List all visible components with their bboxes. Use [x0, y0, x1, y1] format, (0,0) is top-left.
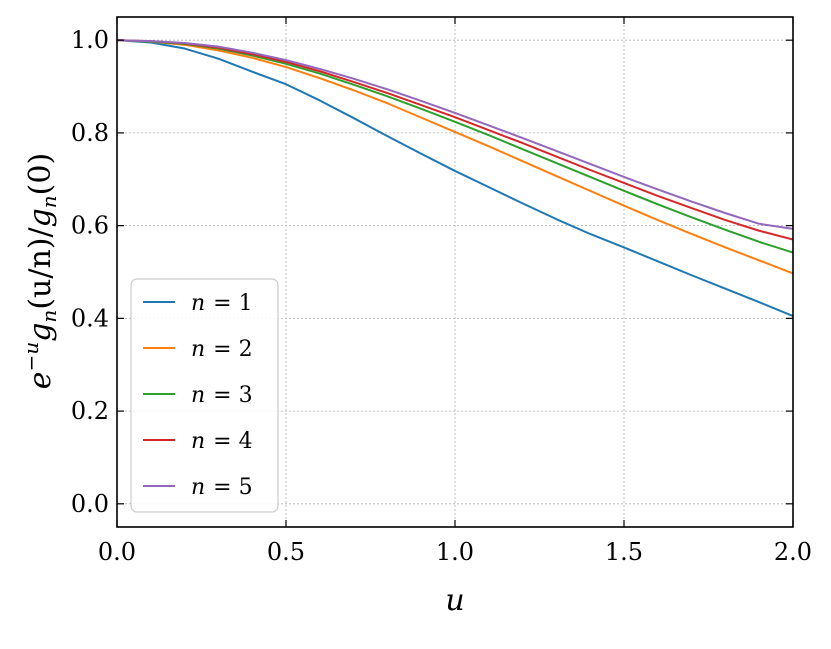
y-tick-labels: 0.0 0.2 0.4 0.6 0.8 1.0 — [71, 26, 109, 518]
x-tick-label: 2.0 — [774, 538, 812, 566]
y-tick-label: 0.2 — [71, 397, 109, 425]
legend-label-n5: n = 5 — [191, 475, 253, 500]
x-tick-label: 0.0 — [98, 538, 136, 566]
series-line-n4 — [116, 39, 794, 241]
y-label-g1: g — [23, 323, 58, 342]
series-line-n2 — [116, 39, 794, 275]
legend-label-n2: n = 2 — [191, 337, 253, 362]
legend-items: n = 1 n = 2 n = 3 n = 4 n = 5 — [143, 291, 253, 500]
y-label-exponent: −u — [19, 342, 43, 372]
series-lines — [116, 39, 794, 317]
x-tick-label: 1.5 — [605, 538, 643, 566]
series-line-n5 — [116, 39, 794, 230]
plot-frame — [116, 16, 794, 528]
legend-box — [130, 278, 279, 513]
x-tick-label: 0.5 — [267, 538, 305, 566]
x-axis-label: u — [445, 583, 464, 618]
legend-label-n1: n = 1 — [191, 291, 253, 316]
y-tick-label: 0.4 — [71, 304, 109, 332]
legend: n = 1 n = 2 n = 3 n = 4 n = 5 — [130, 278, 279, 513]
legend-label-n4: n = 4 — [191, 429, 253, 454]
series-line-n3 — [116, 39, 794, 254]
y-tick-label: 0.0 — [71, 490, 109, 518]
y-label-e: e — [23, 371, 58, 389]
y-tick-label: 0.6 — [71, 212, 109, 240]
y-tick-label: 1.0 — [71, 26, 109, 54]
y-axis-label: e−ugn(u/n)/gn(0) — [19, 153, 61, 389]
y-label-sub2: n — [37, 195, 61, 208]
y-tick-label: 0.8 — [71, 119, 109, 147]
x-tick-label: 1.0 — [436, 538, 474, 566]
y-label-tail: (0) — [23, 153, 58, 196]
y-label-arg: (u/n)/ — [23, 227, 58, 310]
series-line-n1 — [116, 39, 794, 317]
x-tick-labels: 0.0 0.5 1.0 1.5 2.0 — [98, 538, 812, 566]
y-label-sub1: n — [37, 310, 61, 323]
y-label-g2: g — [23, 208, 58, 227]
legend-label-n3: n = 3 — [191, 383, 253, 408]
